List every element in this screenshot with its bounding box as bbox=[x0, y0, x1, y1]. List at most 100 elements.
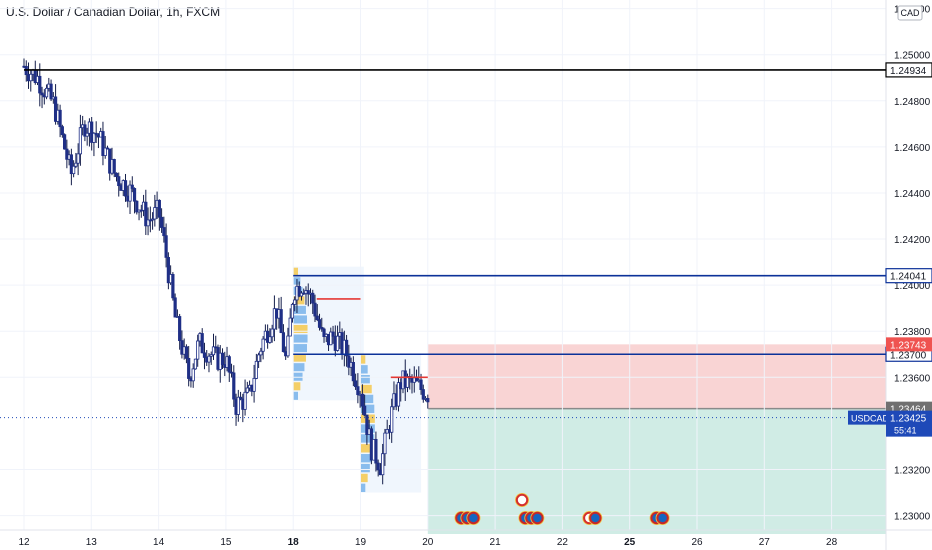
candle-body bbox=[390, 406, 394, 433]
candle-body bbox=[243, 391, 247, 410]
y-tick-label: 1.25000 bbox=[894, 51, 931, 62]
candle-body bbox=[315, 315, 319, 320]
candle-body bbox=[286, 335, 290, 357]
candle-body bbox=[94, 132, 98, 136]
volume-profile-bar bbox=[293, 334, 308, 343]
candle-body bbox=[162, 227, 166, 237]
x-tick-label: 22 bbox=[557, 537, 569, 548]
candle-body bbox=[150, 218, 155, 221]
y-tick-label: 1.24200 bbox=[894, 235, 931, 246]
symbol-tag-text: USDCAD bbox=[851, 414, 890, 424]
volume-profile-bar bbox=[293, 353, 306, 362]
stop-loss-zone[interactable] bbox=[427, 344, 886, 409]
candle-body bbox=[396, 382, 401, 407]
candle-body bbox=[268, 336, 272, 343]
candle-body bbox=[331, 331, 335, 337]
canada-flag-icon bbox=[515, 493, 529, 507]
event-flag-ca[interactable] bbox=[515, 493, 530, 507]
candle-body bbox=[335, 335, 340, 351]
candle-body bbox=[173, 297, 177, 318]
candle-body bbox=[356, 386, 360, 396]
price-axis-tag-text: 1.23464 bbox=[890, 405, 927, 416]
x-tick-label: 20 bbox=[422, 537, 434, 548]
candle-body bbox=[426, 398, 430, 403]
candle-body bbox=[200, 333, 204, 354]
candle-body bbox=[101, 131, 105, 156]
volume-profile-bar bbox=[360, 444, 374, 453]
candle-body bbox=[317, 319, 322, 328]
current-price-tag[interactable] bbox=[886, 410, 932, 437]
volume-profile-bar bbox=[293, 324, 308, 334]
level-axis-label[interactable] bbox=[885, 62, 932, 78]
candle-body bbox=[281, 332, 286, 353]
us-flag-icon bbox=[467, 511, 480, 525]
candle-body bbox=[209, 354, 213, 357]
candle-body bbox=[40, 92, 44, 96]
x-tick-label: 25 bbox=[624, 537, 636, 548]
x-tick-label: 21 bbox=[490, 537, 502, 548]
event-flag-us[interactable] bbox=[466, 511, 481, 525]
candle-body bbox=[76, 153, 80, 164]
candle-body bbox=[144, 201, 148, 227]
event-flag-us[interactable] bbox=[655, 511, 670, 525]
candle-body bbox=[351, 362, 355, 382]
candle-body bbox=[65, 148, 69, 160]
events-layer[interactable] bbox=[454, 493, 670, 525]
level-axis-label[interactable] bbox=[885, 268, 932, 284]
candle-body bbox=[344, 339, 349, 357]
candle-body bbox=[365, 414, 369, 435]
candle-body bbox=[178, 316, 182, 342]
candle-body bbox=[227, 356, 231, 373]
candle-body bbox=[329, 331, 333, 346]
candle-body bbox=[207, 355, 211, 363]
candle-body bbox=[184, 346, 189, 359]
event-flag-us[interactable] bbox=[588, 511, 603, 525]
level-axis-text: 1.23700 bbox=[890, 350, 927, 361]
candle-countdown: 55:41 bbox=[894, 426, 917, 436]
candle-body bbox=[171, 274, 175, 299]
candle-body bbox=[421, 389, 425, 400]
level-axis-text: 1.24041 bbox=[890, 272, 927, 283]
candle-body bbox=[374, 438, 378, 464]
symbol-tag[interactable] bbox=[848, 410, 886, 425]
candle-body bbox=[83, 124, 87, 137]
candle-body bbox=[347, 355, 351, 368]
levels-layer[interactable] bbox=[24, 69, 886, 379]
us-flag-icon bbox=[531, 511, 544, 525]
level-axis-text: 1.24934 bbox=[890, 66, 927, 77]
currency-button[interactable] bbox=[897, 5, 923, 21]
candle-body bbox=[193, 358, 198, 370]
candle-body bbox=[117, 176, 121, 187]
y-tick-label: 1.24600 bbox=[894, 143, 931, 154]
y-tick-label: 1.23000 bbox=[894, 512, 931, 523]
candle-body bbox=[74, 162, 78, 167]
candle-body bbox=[105, 147, 110, 150]
candle-body bbox=[160, 216, 164, 228]
candle-body bbox=[363, 405, 367, 416]
candle-body bbox=[44, 87, 49, 98]
candle-body bbox=[196, 340, 200, 360]
candle-body bbox=[252, 378, 256, 392]
candle-body bbox=[245, 387, 249, 393]
us-flag-icon bbox=[589, 511, 602, 525]
volume-profile-bar bbox=[360, 483, 366, 493]
volume-profile-bar bbox=[293, 363, 305, 372]
candle-body bbox=[311, 292, 315, 304]
event-flag-us[interactable] bbox=[530, 511, 545, 525]
candle-body bbox=[236, 396, 240, 415]
volume-profile-bar bbox=[360, 375, 370, 384]
candle-body bbox=[69, 154, 73, 175]
candle-body bbox=[419, 379, 423, 390]
price-axis-tag[interactable] bbox=[886, 337, 932, 352]
y-tick-label: 1.23600 bbox=[894, 373, 931, 384]
candle-body bbox=[135, 200, 139, 213]
candle-body bbox=[157, 199, 161, 218]
candle-body bbox=[259, 350, 263, 356]
candle-body bbox=[306, 290, 310, 295]
candle-body bbox=[49, 83, 53, 100]
candle-body bbox=[376, 462, 380, 471]
candle-body bbox=[220, 352, 225, 365]
candle-body bbox=[130, 184, 134, 189]
